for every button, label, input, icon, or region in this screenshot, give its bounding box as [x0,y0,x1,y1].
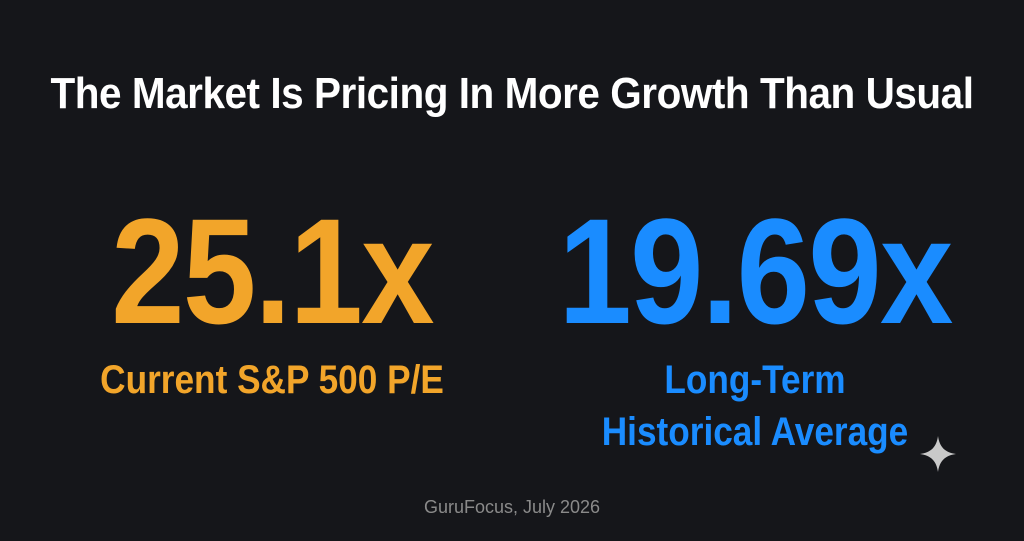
historical-average-value: 19.69x [558,187,953,355]
headline: The Market Is Pricing In More Growth Tha… [50,69,974,118]
current-pe-stat: 25.1x Current S&P 500 P/E [52,196,492,406]
current-pe-label: Current S&P 500 P/E [100,358,444,402]
sparkle-icon [920,436,956,472]
historical-average-label: Long-Term Historical Average [601,358,909,454]
historical-average-stat: 19.69x Long-Term Historical Average [520,196,990,458]
source-caption: GuruFocus, July 2026 [423,497,601,517]
current-pe-value: 25.1x [111,187,434,355]
